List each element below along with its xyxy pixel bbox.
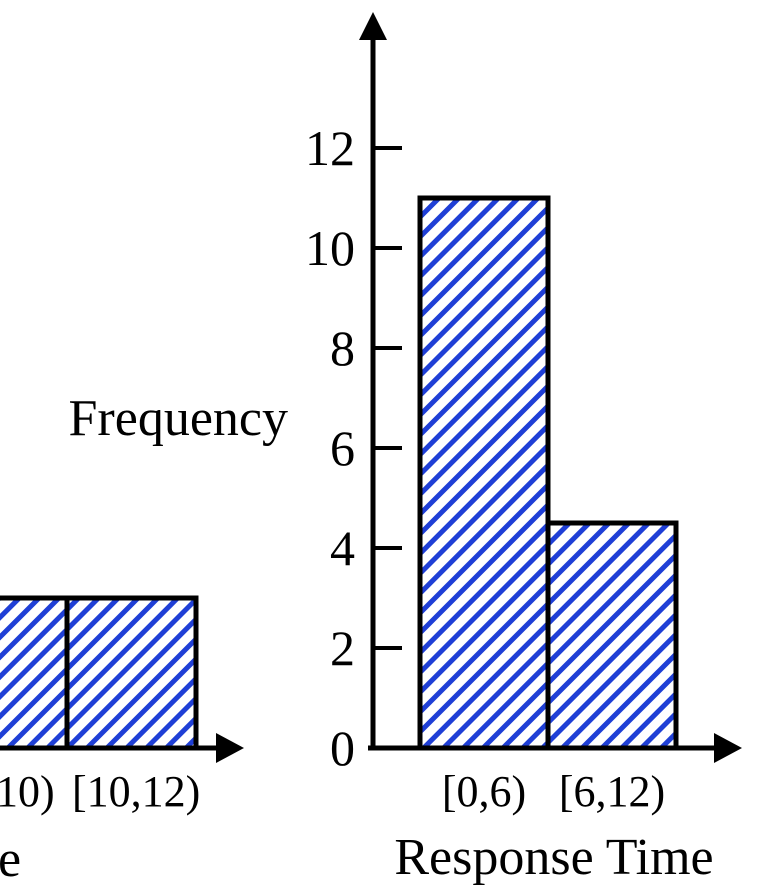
y-tick-label-10: 10 [305,220,355,276]
right-histogram: [0,6) [6,12) 0 2 4 6 8 10 12 Frequency Response… [69,12,742,886]
y-axis-arrow [359,12,387,40]
bar-2 [545,520,679,751]
y-axis-title: Frequency [69,390,288,447]
y-tick-label-4: 4 [330,520,355,576]
y-tick-label-0: 0 [330,720,355,776]
y-tick-label-6: 6 [330,420,355,476]
bar-1 [417,195,551,751]
left-category-label-1: 10) [0,767,55,816]
left-bar-2 [64,595,199,751]
category-label-1: [0,6) [442,767,526,816]
x-axis-arrow [714,733,742,763]
y-tick-label-12: 12 [305,120,355,176]
left-x-axis-arrow [216,733,244,763]
y-tick-label-8: 8 [330,320,355,376]
left-bar-1 [0,595,70,751]
left-histogram: 10) [10,12) e [0,595,244,888]
x-axis-title: Response Time [394,829,713,886]
y-tick-label-2: 2 [330,620,355,676]
left-category-label-2: [10,12) [72,767,200,816]
category-label-2: [6,12) [559,767,665,816]
left-x-axis-title: e [0,831,21,888]
